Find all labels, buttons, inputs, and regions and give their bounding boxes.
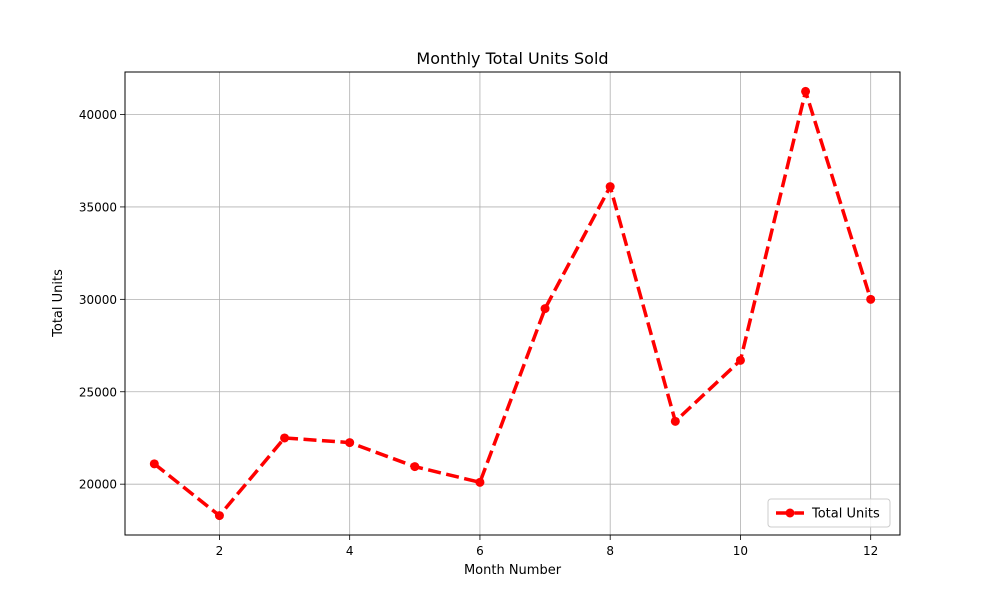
x-tick-label: 2 xyxy=(216,544,224,558)
y-tick-label: 20000 xyxy=(79,478,117,492)
legend-box xyxy=(767,498,891,528)
data-point xyxy=(280,433,290,443)
y-axis-ticks: 20000 25000 30000 35000 40000 xyxy=(79,108,125,492)
y-axis-label: Total Units xyxy=(51,269,66,338)
data-point xyxy=(214,511,224,521)
plot-area-frame xyxy=(124,71,901,536)
x-tick-label: 4 xyxy=(346,544,354,558)
y-tick-label: 35000 xyxy=(79,200,117,214)
data-point xyxy=(735,355,745,365)
data-point xyxy=(670,416,680,426)
data-point xyxy=(540,304,550,314)
y-tick-label: 30000 xyxy=(79,293,117,307)
x-tick-label: 8 xyxy=(606,544,614,558)
data-point xyxy=(866,294,876,304)
chart-title: Monthly Total Units Sold xyxy=(416,49,608,68)
data-point xyxy=(605,182,615,192)
x-tick-label: 10 xyxy=(733,544,748,558)
data-point xyxy=(149,459,159,469)
data-point xyxy=(801,86,811,96)
legend-label: Total Units xyxy=(811,507,880,522)
data-point xyxy=(345,438,355,448)
x-tick-label: 12 xyxy=(863,544,878,558)
y-tick-label: 40000 xyxy=(79,108,117,122)
x-axis-label: Month Number xyxy=(464,563,562,578)
data-point xyxy=(410,462,420,472)
series-line xyxy=(153,89,873,518)
series-layer xyxy=(149,86,876,521)
grid-lines xyxy=(125,72,900,535)
x-axis-ticks: 2 4 6 8 10 12 xyxy=(216,535,878,558)
y-tick-label: 25000 xyxy=(79,385,117,399)
legend: Total Units xyxy=(767,498,891,528)
legend-marker-swatch xyxy=(785,508,795,518)
x-tick-label: 6 xyxy=(476,544,484,558)
data-point xyxy=(475,477,485,487)
